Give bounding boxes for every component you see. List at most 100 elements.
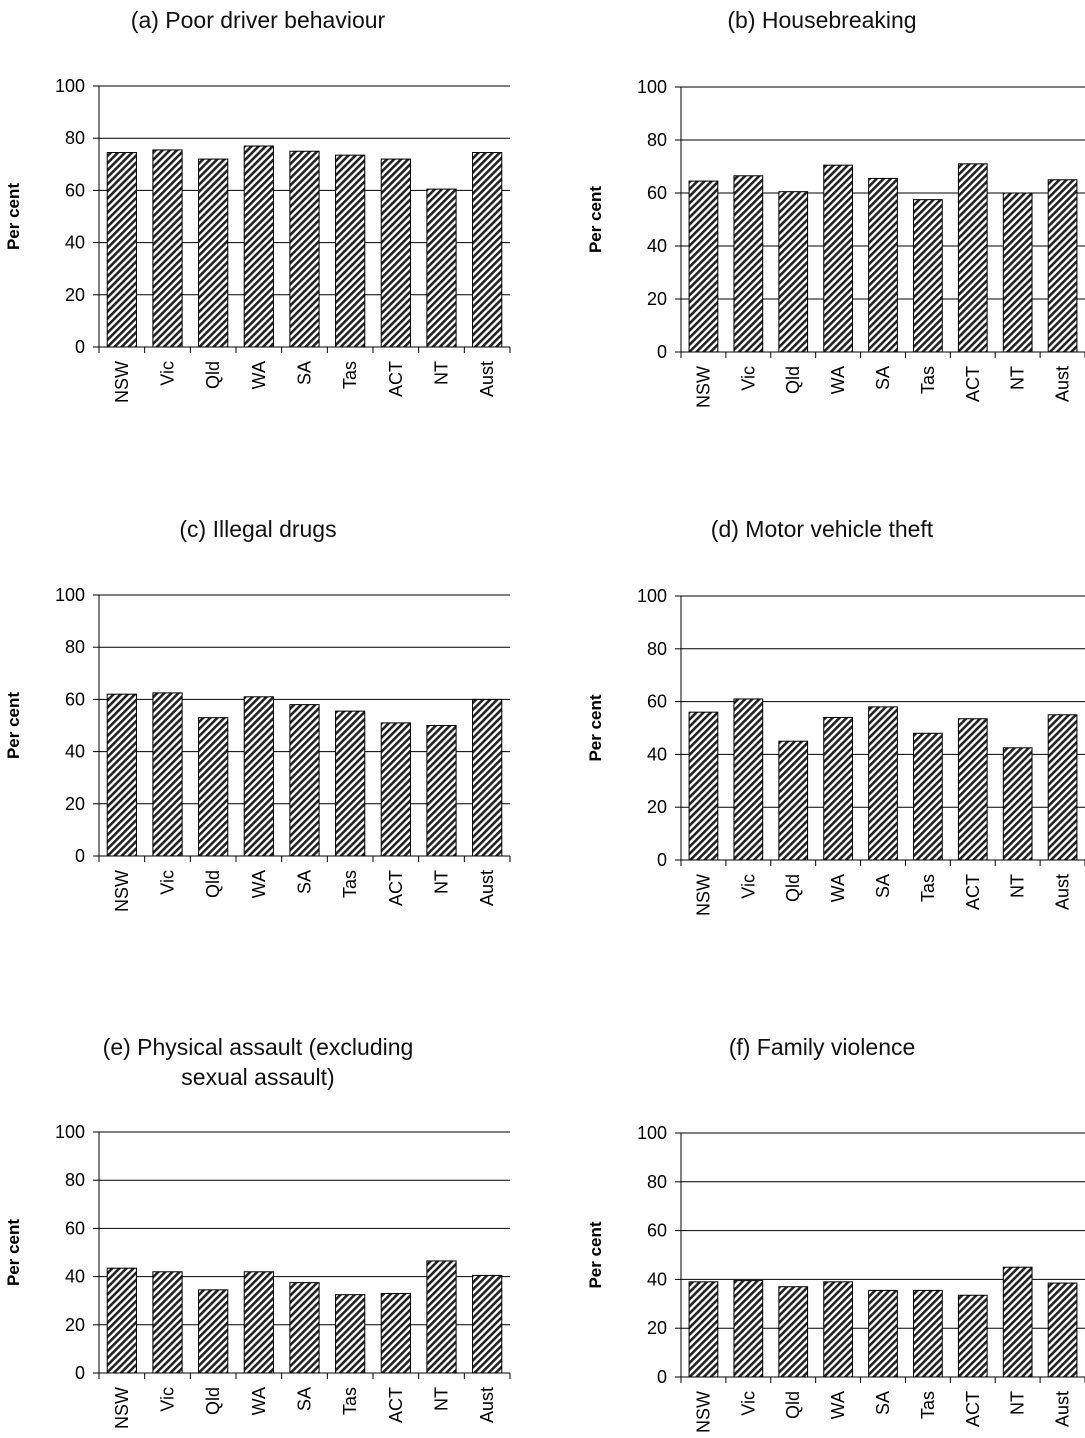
bar-wa [243, 145, 274, 348]
x-tick-label: WA [249, 1387, 269, 1415]
y-tick-label: 0 [75, 1363, 85, 1383]
bar-wa [823, 716, 853, 861]
bar-qld [778, 1286, 809, 1378]
bar-aust [472, 698, 503, 857]
y-axis-label: Per cent [4, 1219, 23, 1286]
bar-vic [733, 175, 764, 353]
y-tick-label: 80 [65, 1170, 85, 1190]
x-tick-label: Tas [918, 366, 938, 394]
y-tick-label: 100 [55, 585, 85, 605]
bar-nt [1002, 192, 1033, 353]
chart-title: (c) Illegal drugs [179, 516, 336, 542]
x-tick-label: WA [828, 1391, 848, 1419]
x-tick-label: NSW [693, 366, 713, 408]
y-tick-label: 100 [637, 586, 667, 606]
x-tick-label: WA [249, 870, 269, 898]
x-tick-label: WA [828, 366, 848, 394]
bar-sa [289, 1282, 320, 1374]
x-tick-label: Tas [918, 874, 938, 902]
x-tick-label: SA [295, 870, 315, 894]
x-tick-label: Vic [158, 361, 178, 386]
bar-sa [289, 704, 320, 857]
x-tick-label: SA [295, 361, 315, 385]
x-tick-label: ACT [386, 361, 406, 397]
y-tick-label: 20 [647, 797, 667, 817]
chart-panel-4: (d) Motor vehicle theft 0 20 40 60 80 100 Per c… [586, 516, 1085, 916]
y-tick-label: 40 [65, 1267, 85, 1287]
bar-nt [1002, 1266, 1033, 1378]
x-tick-label: NT [432, 361, 452, 385]
y-tick-label: 60 [65, 1218, 85, 1238]
bar-vic [152, 692, 183, 857]
x-tick-label: Aust [1053, 366, 1073, 402]
y-axis-label: Per cent [586, 186, 605, 253]
chart-panel-6: (f) Family violence 0 20 40 60 80 100 Per cent N… [586, 1034, 1085, 1433]
bar-act [957, 718, 988, 861]
x-tick-label: Qld [203, 361, 223, 389]
y-tick-label: 40 [65, 742, 85, 762]
chart-panel-2: (b) Housebreaking 0 20 40 60 80 100 Per cent NSW… [586, 7, 1085, 408]
x-tick-label: SA [873, 366, 893, 390]
bar-qld [778, 191, 809, 353]
y-tick-label: 20 [647, 1318, 667, 1338]
y-tick-label: 0 [657, 850, 667, 870]
x-tick-label: Tas [918, 1391, 938, 1419]
bar-wa [823, 1281, 853, 1378]
x-tick-label: NSW [112, 361, 132, 403]
bar-aust [472, 1274, 503, 1374]
bar-qld [198, 158, 229, 348]
y-tick-label: 100 [637, 77, 667, 97]
x-tick-label: NSW [693, 874, 713, 916]
y-tick-label: 80 [647, 130, 667, 150]
y-tick-label: 100 [55, 76, 85, 96]
y-tick-label: 0 [75, 846, 85, 866]
x-tick-label: SA [873, 1391, 893, 1415]
x-tick-label: NSW [693, 1391, 713, 1433]
bar-vic [152, 1271, 183, 1374]
bar-act [380, 158, 411, 348]
bar-qld [198, 1289, 229, 1374]
x-tick-label: NT [1008, 1391, 1028, 1415]
bar-wa [243, 1271, 274, 1374]
bar-tas [335, 1294, 366, 1374]
y-tick-label: 60 [65, 180, 85, 200]
x-tick-label: ACT [386, 870, 406, 906]
y-tick-label: 20 [65, 1315, 85, 1335]
x-tick-label: Aust [1053, 874, 1073, 910]
chart-title: (b) Housebreaking [727, 7, 916, 33]
y-tick-label: 20 [647, 289, 667, 309]
bar-nsw [106, 152, 137, 348]
bar-nt [426, 1260, 457, 1374]
x-tick-label: SA [873, 874, 893, 898]
x-tick-label: NT [1008, 366, 1028, 390]
bar-qld [198, 717, 229, 857]
y-axis-label: Per cent [586, 694, 605, 761]
x-tick-label: Qld [203, 1387, 223, 1415]
bar-sa [868, 706, 898, 861]
y-tick-label: 40 [647, 744, 667, 764]
x-tick-label: ACT [386, 1387, 406, 1423]
y-tick-label: 100 [637, 1123, 667, 1143]
y-tick-label: 60 [647, 1221, 667, 1241]
x-tick-label: NSW [112, 870, 132, 912]
bar-nsw [106, 1267, 137, 1374]
x-tick-label: WA [249, 361, 269, 389]
bar-qld [778, 740, 809, 861]
chart-panel-3: (c) Illegal drugs 0 20 40 60 80 100 Per cent NSW… [4, 516, 511, 912]
x-tick-label: Aust [477, 361, 497, 397]
x-tick-label: Tas [340, 870, 360, 898]
bar-vic [733, 698, 764, 861]
y-tick-label: 40 [647, 1269, 667, 1289]
bar-sa [868, 1289, 898, 1378]
y-tick-label: 20 [65, 285, 85, 305]
x-tick-label: Aust [1053, 1391, 1073, 1427]
bar-nsw [106, 693, 137, 857]
x-tick-label: Vic [738, 366, 758, 391]
y-tick-label: 100 [55, 1122, 85, 1142]
bar-act [380, 722, 411, 857]
x-tick-label: Vic [738, 874, 758, 899]
chart-title: (d) Motor vehicle theft [711, 516, 934, 542]
bar-aust [1047, 179, 1078, 353]
bar-nsw [688, 711, 719, 861]
